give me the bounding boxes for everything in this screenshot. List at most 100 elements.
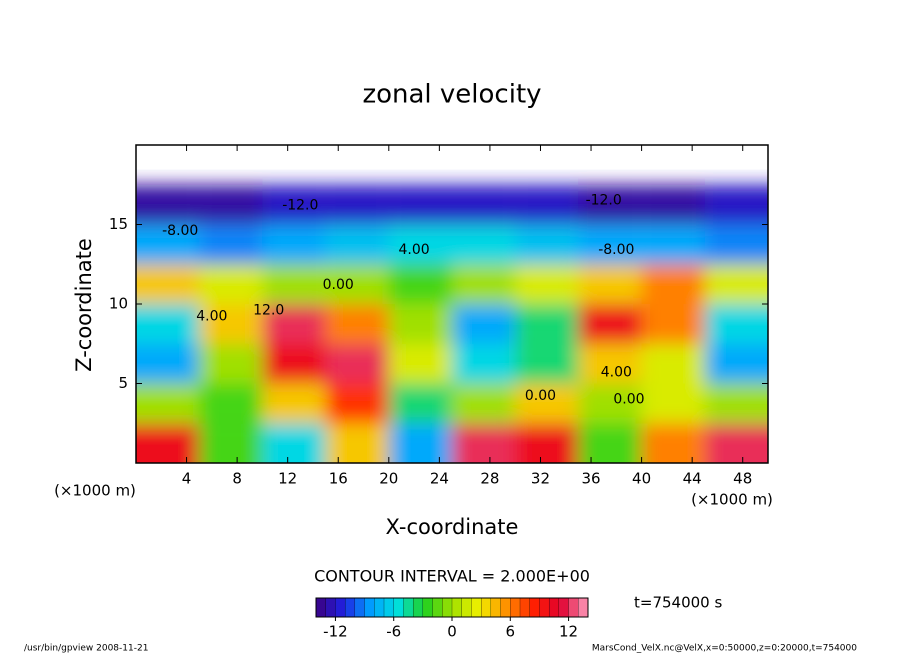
field-cell (388, 343, 452, 384)
field-cell (641, 383, 705, 424)
colorbar-cell (442, 597, 453, 618)
field-cell (452, 264, 516, 304)
colorbar-cell (451, 597, 463, 618)
colorbar-cell (568, 597, 579, 618)
x-axis-label: X-coordinate (386, 515, 519, 539)
field-cell (641, 264, 705, 304)
contour-label: 0.00 (323, 277, 354, 293)
field-cell (136, 383, 200, 424)
colorbar-cell (412, 597, 424, 618)
field-cell (515, 423, 579, 463)
colorbar-cell (471, 597, 482, 618)
field-cell (578, 343, 642, 384)
colorbar-cell (500, 597, 511, 618)
field-cell (136, 224, 200, 265)
field-cell (388, 224, 452, 265)
x-tick-label: 24 (430, 470, 449, 488)
contour-interval: CONTOUR INTERVAL = 2.000E+00 (314, 567, 590, 586)
field-cell (262, 383, 326, 424)
field-cell (452, 383, 516, 424)
colorbar-cell (403, 597, 414, 618)
colorbar-cell (578, 597, 589, 618)
field-cell (325, 304, 389, 344)
field-cell (704, 264, 768, 304)
colorbar-tick-label: 0 (447, 623, 457, 641)
field-cell (199, 224, 263, 265)
field-cell (452, 343, 516, 384)
field-cell (641, 224, 705, 265)
colorbar-cell (519, 597, 531, 618)
y-tick-label: 10 (109, 295, 128, 313)
field-cell (641, 184, 705, 225)
colorbar-cell (529, 597, 540, 618)
field-cell (641, 343, 705, 384)
field-cell (325, 383, 389, 424)
colorbar-cell (461, 597, 472, 618)
field-cell (136, 343, 200, 384)
contour-label: 4.00 (601, 364, 632, 380)
field-cell (199, 423, 263, 463)
contour-label: -8.00 (598, 242, 634, 258)
colorbar-cell (558, 597, 570, 618)
contour-label: -12.0 (586, 193, 622, 209)
field-cell (578, 224, 642, 265)
field-cell (515, 184, 579, 225)
overlay: -12.0 -12.0 -8.00 -8.00 4.00 0.00 4.00 12.0 4.00… (109, 144, 769, 488)
field-cell (262, 184, 326, 225)
colorbar-cell (548, 597, 560, 618)
field-cell (515, 343, 579, 384)
x-tick-label: 36 (581, 470, 600, 488)
contour-label: 4.00 (196, 309, 227, 325)
contour-label: 12.0 (253, 302, 284, 318)
field-cell (515, 264, 579, 304)
colorbar-cell (315, 597, 327, 618)
field-cell (704, 304, 768, 344)
field-cell (136, 423, 200, 463)
x-tick-label: 16 (329, 470, 348, 488)
colorbar-cell (422, 597, 434, 618)
field-cell (199, 264, 263, 304)
colorbar-cell (510, 597, 521, 618)
colorbar-cell (480, 597, 492, 618)
x-tick-label: 32 (531, 470, 550, 488)
field-cell (515, 383, 579, 424)
field-cell (452, 184, 516, 225)
field-cell (136, 304, 200, 344)
field-cell (262, 224, 326, 265)
colorbar-cell (364, 597, 375, 618)
field-cell (704, 383, 768, 424)
x-tick-label: 28 (480, 470, 499, 488)
contour-label: -12.0 (282, 197, 318, 213)
x-tick-label: 20 (379, 470, 398, 488)
field-cell (515, 304, 579, 344)
x-tick-label: 12 (278, 470, 297, 488)
field-cell (641, 304, 705, 344)
field-cell (388, 304, 452, 344)
field-cell (388, 264, 452, 304)
x-tick-label: 44 (683, 470, 702, 488)
field-cell (641, 423, 705, 463)
colorbar-cell (432, 597, 443, 618)
field-cell (325, 184, 389, 225)
field-cell (388, 423, 452, 463)
colorbar-tick-label: 6 (506, 623, 516, 641)
footer-right: MarsCond_VelX.nc@VelX,x=0:50000,z=0:2000… (592, 644, 857, 654)
field-cell (452, 304, 516, 344)
time-label: t=754000 s (634, 594, 722, 612)
field-cell (199, 343, 263, 384)
field-cell (578, 264, 642, 304)
colorbar-cell (393, 597, 404, 618)
field-cell (136, 184, 200, 225)
field-cell (452, 423, 516, 463)
colorbar-cell (490, 597, 502, 618)
field-cell (262, 423, 326, 463)
contour-label: 0.00 (525, 388, 556, 404)
field-cell (325, 343, 389, 384)
footer-left: /usr/bin/gpview 2008-11-21 (24, 644, 148, 654)
y-axis-label: Z-coordinate (72, 238, 96, 372)
field-cell (325, 224, 389, 265)
cells (136, 184, 768, 463)
field-cell (515, 224, 579, 265)
field-cell (199, 383, 263, 424)
colorbar-cell (335, 597, 346, 618)
